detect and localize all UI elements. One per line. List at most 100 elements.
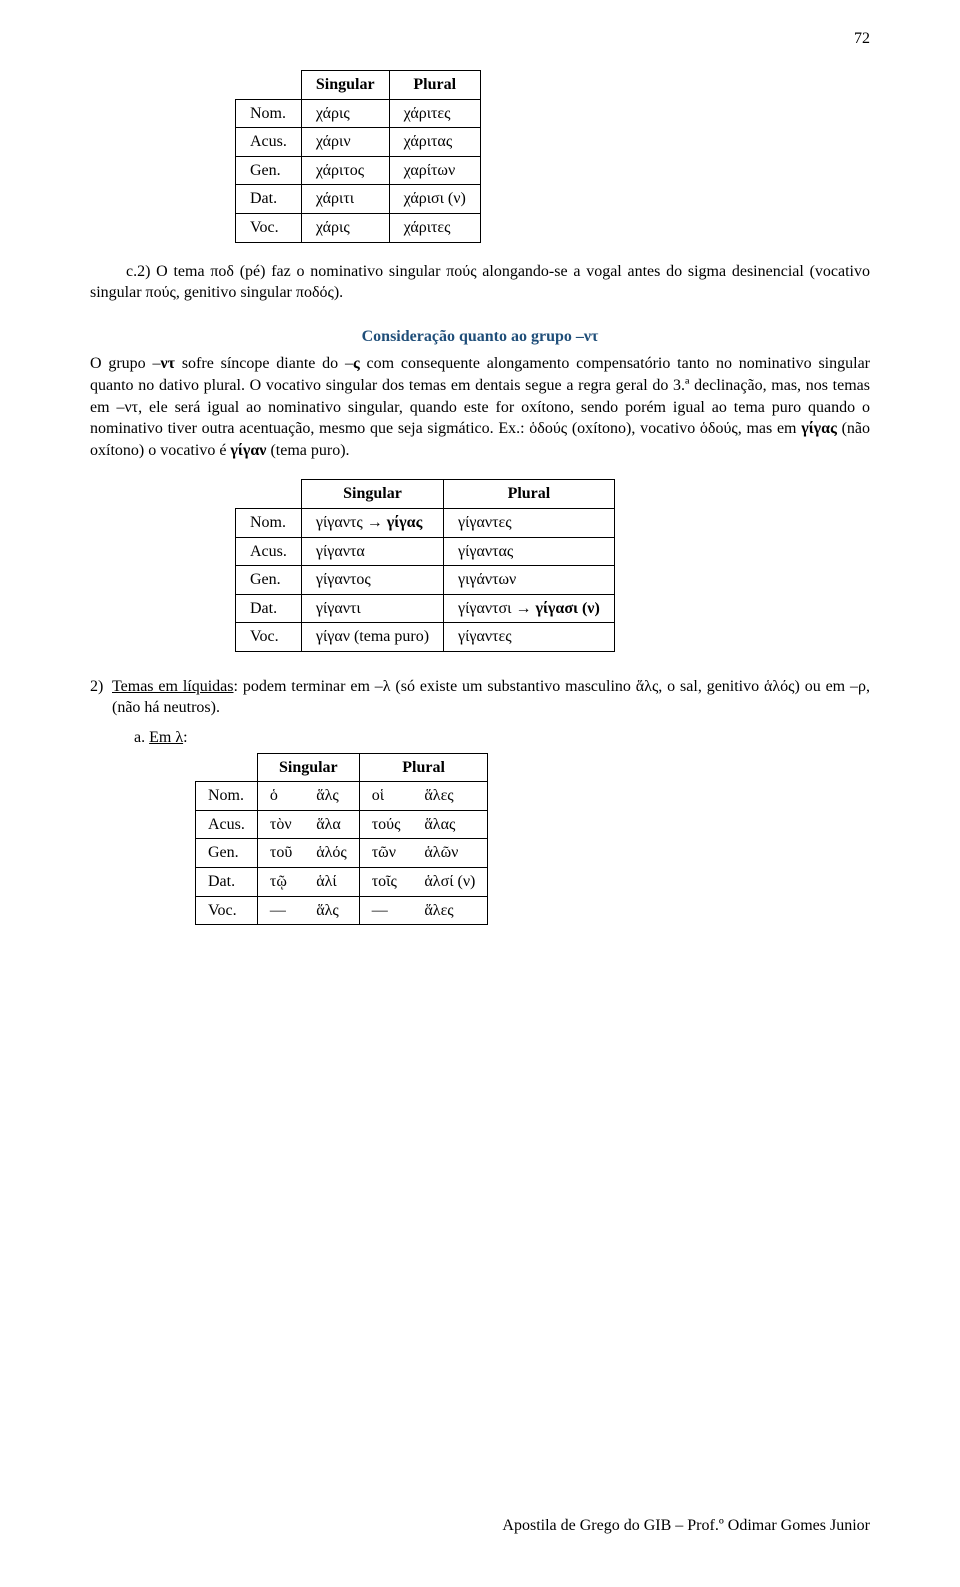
text-span: (tema puro).	[266, 442, 349, 459]
paragraph-c2: c.2) O tema ποδ (pé) faz o nominativo si…	[90, 261, 870, 304]
table-cell: ἅλες	[412, 896, 487, 925]
table-cell: χάρις	[301, 213, 389, 242]
table-cell: τῷ	[257, 868, 304, 897]
table-row: Acus. τὸν ἅλα τούς ἅλας	[196, 810, 488, 839]
table-cell: ἁλῶν	[412, 839, 487, 868]
table-cell: χάρις	[301, 99, 389, 128]
text-span: γίγασι (ν)	[535, 600, 599, 617]
column-header: Singular	[301, 480, 443, 509]
table-cell: Acus.	[196, 810, 258, 839]
declension-table-2: Singular Plural Nom. γίγαντς → γίγας γίγ…	[235, 479, 615, 652]
table-row: Voc. χάρις χάριτες	[236, 213, 481, 242]
table-cell: ἁλός	[304, 839, 359, 868]
table-row: Nom. γίγαντς → γίγας γίγαντες	[236, 508, 615, 537]
table-cell: γίγαντες	[444, 623, 615, 652]
table-cell: Nom.	[236, 508, 302, 537]
text-span: :	[183, 729, 187, 746]
table-cell: Voc.	[236, 623, 302, 652]
list-item-2: 2) Temas em líquidas: podem terminar em …	[90, 676, 870, 719]
table-cell: τὸν	[257, 810, 304, 839]
table-row: Singular Plural	[196, 753, 488, 782]
column-header: Singular	[257, 753, 359, 782]
table-cell	[196, 753, 258, 782]
table-cell: ἁλσί (ν)	[412, 868, 487, 897]
table-cell: γίγαντας	[444, 537, 615, 566]
table-cell: τοῦ	[257, 839, 304, 868]
table-row: Nom. χάρις χάριτες	[236, 99, 481, 128]
table-row: Voc. γίγαν (tema puro) γίγαντες	[236, 623, 615, 652]
text-span: ς	[353, 355, 360, 372]
table-cell: Acus.	[236, 537, 302, 566]
table-cell: τοῖς	[359, 868, 412, 897]
table-row: Nom. ὁ ἅλς οἱ ἅλες	[196, 782, 488, 811]
page-number: 72	[854, 28, 870, 50]
table-row: Dat. χάριτι χάρισι (ν)	[236, 185, 481, 214]
table-cell: γίγαντι	[301, 594, 443, 623]
table-cell: ἅλς	[304, 896, 359, 925]
table-cell: γίγαντσι → γίγασι (ν)	[444, 594, 615, 623]
column-header: Plural	[389, 71, 480, 100]
table-row: Gen. τοῦ ἁλός τῶν ἁλῶν	[196, 839, 488, 868]
paragraph-nt: O grupo –ντ sofre síncope diante do –ς c…	[90, 353, 870, 461]
text-span: γίγαντσι →	[458, 600, 535, 617]
table-cell: ἅλας	[412, 810, 487, 839]
table-cell: τούς	[359, 810, 412, 839]
text-span: Em λ	[149, 729, 183, 746]
table-cell: γίγαν (tema puro)	[301, 623, 443, 652]
table-row: Gen. γίγαντος γιγάντων	[236, 566, 615, 595]
footer: Apostila de Grego do GIB – Prof.º Odimar…	[502, 1515, 870, 1537]
table-cell: γίγαντα	[301, 537, 443, 566]
section-heading: Consideração quanto ao grupo –ντ	[90, 326, 870, 348]
table-cell: χάριτες	[389, 213, 480, 242]
sublist-label: a.	[134, 729, 145, 746]
table-cell: ἅλες	[412, 782, 487, 811]
table-cell: χάριτος	[301, 156, 389, 185]
table-cell: οἱ	[359, 782, 412, 811]
text-span: ντ	[160, 355, 175, 372]
table-cell: Dat.	[196, 868, 258, 897]
table-cell: Dat.	[236, 594, 302, 623]
table-cell: χάριν	[301, 128, 389, 157]
column-header: Plural	[359, 753, 488, 782]
table-cell: Acus.	[236, 128, 302, 157]
table-cell: ὁ	[257, 782, 304, 811]
column-header: Singular	[301, 71, 389, 100]
table-cell: γίγαντες	[444, 508, 615, 537]
table-cell	[236, 71, 302, 100]
table-cell: ―	[359, 896, 412, 925]
table-cell: Gen.	[196, 839, 258, 868]
list-text: Temas em líquidas: podem terminar em –λ …	[112, 676, 870, 719]
table-row: Dat. τῷ ἁλί τοῖς ἁλσί (ν)	[196, 868, 488, 897]
table-cell: Gen.	[236, 566, 302, 595]
page: 72 Singular Plural Nom. χάρις χάριτες Ac…	[0, 0, 960, 1587]
text-span: γίγαντς →	[316, 514, 387, 531]
column-header: Plural	[444, 480, 615, 509]
table-cell: ἅλς	[304, 782, 359, 811]
text-span: Temas em líquidas	[112, 678, 234, 695]
table-cell: ἁλί	[304, 868, 359, 897]
table-cell: Dat.	[236, 185, 302, 214]
text-span: γίγας	[387, 514, 423, 531]
table-row: Acus. χάριν χάριτας	[236, 128, 481, 157]
table-cell: γίγαντς → γίγας	[301, 508, 443, 537]
table-cell: χαρίτων	[389, 156, 480, 185]
table-cell: Nom.	[236, 99, 302, 128]
table-row: Voc. ― ἅλς ― ἅλες	[196, 896, 488, 925]
text-span: O grupo –	[90, 355, 160, 372]
table-cell: χάριτες	[389, 99, 480, 128]
table-cell: χάριτας	[389, 128, 480, 157]
table-cell: γιγάντων	[444, 566, 615, 595]
table-cell	[236, 480, 302, 509]
table-cell: χάρισι (ν)	[389, 185, 480, 214]
text-span: γίγαν	[230, 442, 266, 459]
declension-table-1: Singular Plural Nom. χάρις χάριτες Acus.…	[235, 70, 481, 243]
table-row: Acus. γίγαντα γίγαντας	[236, 537, 615, 566]
table-row: Singular Plural	[236, 480, 615, 509]
text-span: sofre síncope diante do –	[175, 355, 353, 372]
table-cell: ἅλα	[304, 810, 359, 839]
table-cell: Nom.	[196, 782, 258, 811]
table-row: Singular Plural	[236, 71, 481, 100]
table-cell: Voc.	[236, 213, 302, 242]
table-cell: χάριτι	[301, 185, 389, 214]
table-cell: ―	[257, 896, 304, 925]
